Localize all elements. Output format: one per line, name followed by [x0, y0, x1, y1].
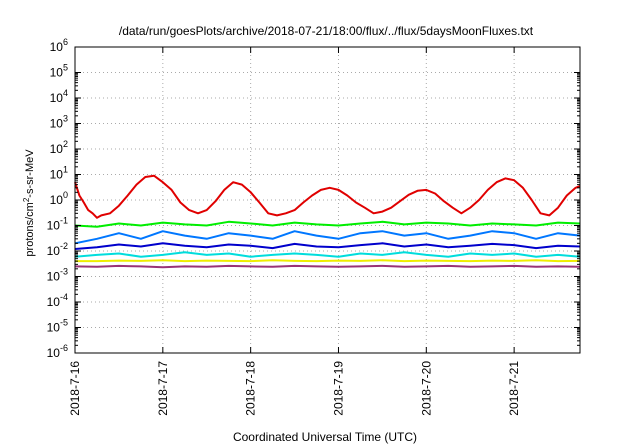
y-axis-label: protons/cm2-s-sr-MeV [22, 149, 37, 257]
x-tick-label: 2018-7-17 [156, 361, 170, 416]
y-tick-label: 101 [50, 165, 68, 182]
x-tick-label: 2018-7-19 [331, 361, 345, 416]
chart-title: /data/run/goesPlots/archive/2018-07-21/1… [119, 24, 534, 38]
y-tick-label: 10-3 [47, 267, 68, 284]
x-tick-label: 2018-7-21 [507, 361, 521, 416]
y-tick-label: 100 [50, 190, 68, 207]
y-tick-label: 10-5 [47, 318, 68, 335]
series-line-4 [74, 230, 581, 245]
y-tick-label: 105 [50, 63, 68, 80]
x-tick-label: 2018-7-20 [419, 361, 433, 416]
y-tick-label: 10-2 [47, 241, 68, 258]
y-tick-label: 10-6 [47, 343, 68, 360]
y-tick-label: 10-1 [47, 216, 68, 233]
x-axis: 2018-7-16 2018-7-17 2018-7-18 2018-7-19 2018… [68, 47, 521, 416]
series-line-7 [74, 264, 581, 269]
series-group [74, 174, 581, 269]
y-axis: 10-6 10-5 10-4 10-3 10-2 10-1 100 101 102 103 104 1… [47, 37, 580, 360]
grid-lines [75, 47, 580, 353]
series-line-2 [74, 220, 581, 228]
series-line-5 [74, 242, 581, 250]
y-tick-label: 10-4 [47, 292, 68, 309]
x-tick-label: 2018-7-18 [244, 361, 258, 416]
series-line-3 [74, 251, 581, 258]
y-tick-label: 106 [50, 37, 68, 54]
series-line-1 [74, 174, 581, 219]
y-tick-label: 104 [50, 88, 68, 105]
y-tick-label: 102 [50, 139, 68, 156]
series-line-6 [75, 259, 581, 263]
x-axis-label: Coordinated Universal Time (UTC) [233, 430, 417, 444]
x-tick-label: 2018-7-16 [68, 361, 82, 416]
y-tick-label: 103 [50, 114, 68, 131]
